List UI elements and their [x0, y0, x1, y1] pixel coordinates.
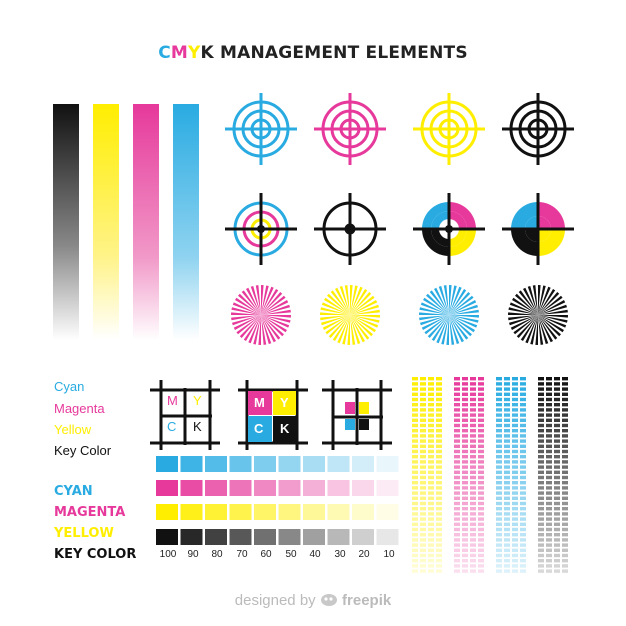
pct-label: 30 — [334, 549, 346, 560]
magenta-starburst-icon — [231, 285, 291, 345]
reg-filled-letter-k: K — [280, 421, 290, 436]
legend-key: Key Color — [54, 443, 112, 458]
footer-credit[interactable]: designed by freepik — [0, 592, 626, 609]
yellow-starburst-icon — [320, 285, 380, 345]
reg-filled-letter-m: M — [254, 395, 265, 410]
cyan-target-icon — [225, 93, 297, 165]
title-y: Y — [188, 43, 201, 63]
legend-bold-magenta: MAGENTA — [54, 505, 126, 520]
title-c: C — [158, 43, 171, 63]
footer-brand: freepik — [342, 592, 392, 609]
pct-label: 40 — [309, 549, 321, 560]
cmyk-ring-target-icon — [225, 193, 297, 265]
footer-text: designed by — [234, 592, 316, 609]
legend-bold-yellow: YELLOW — [54, 526, 114, 541]
page-title: CMYK MANAGEMENT ELEMENTS — [0, 43, 626, 63]
yellow-gradient-strip — [93, 104, 119, 340]
legend-magenta: Magenta — [54, 401, 105, 416]
pct-label: 70 — [236, 549, 248, 560]
filled-registration-box — [238, 380, 308, 450]
pct-label: 90 — [187, 549, 199, 560]
cyan-gradient-strip — [173, 104, 199, 340]
freepik-logo-icon — [320, 594, 337, 606]
pct-label: 80 — [211, 549, 223, 560]
reg-letter-y: Y — [193, 393, 202, 408]
legend-bold-key: KEY COLOR — [54, 547, 137, 562]
reg-letter-c: C — [167, 419, 177, 434]
reg-filled-letter-c: C — [254, 421, 264, 436]
magenta-target-icon — [314, 93, 386, 165]
black-target-icon — [502, 93, 574, 165]
pct-label: 60 — [260, 549, 272, 560]
black-gradient-strip — [53, 104, 79, 340]
legend-cyan: Cyan — [54, 379, 85, 394]
reg-letter-m: M — [167, 393, 178, 408]
mini-registration-box — [322, 380, 392, 450]
reg-letter-k: K — [193, 419, 202, 434]
cyan-starburst-icon — [419, 285, 479, 345]
pct-label: 20 — [358, 549, 370, 560]
reg-filled-letter-y: Y — [280, 395, 289, 410]
magenta-gradient-strip — [133, 104, 159, 340]
yellow-target-icon — [413, 93, 485, 165]
outline-registration-box — [150, 380, 220, 450]
pct-label: 100 — [159, 549, 177, 560]
crosshair-icon — [314, 193, 386, 265]
legend-yellow: Yellow — [54, 422, 92, 437]
title-rest: K MANAGEMENT ELEMENTS — [200, 43, 468, 63]
tone-bar-columns — [412, 377, 568, 573]
cmyk-quadrant-icon — [511, 202, 565, 256]
pct-label: 10 — [383, 549, 395, 560]
black-starburst-icon — [508, 285, 568, 345]
pct-label: 50 — [285, 549, 297, 560]
legend-bold-cyan: CYAN — [54, 484, 93, 499]
title-m: M — [170, 43, 189, 63]
